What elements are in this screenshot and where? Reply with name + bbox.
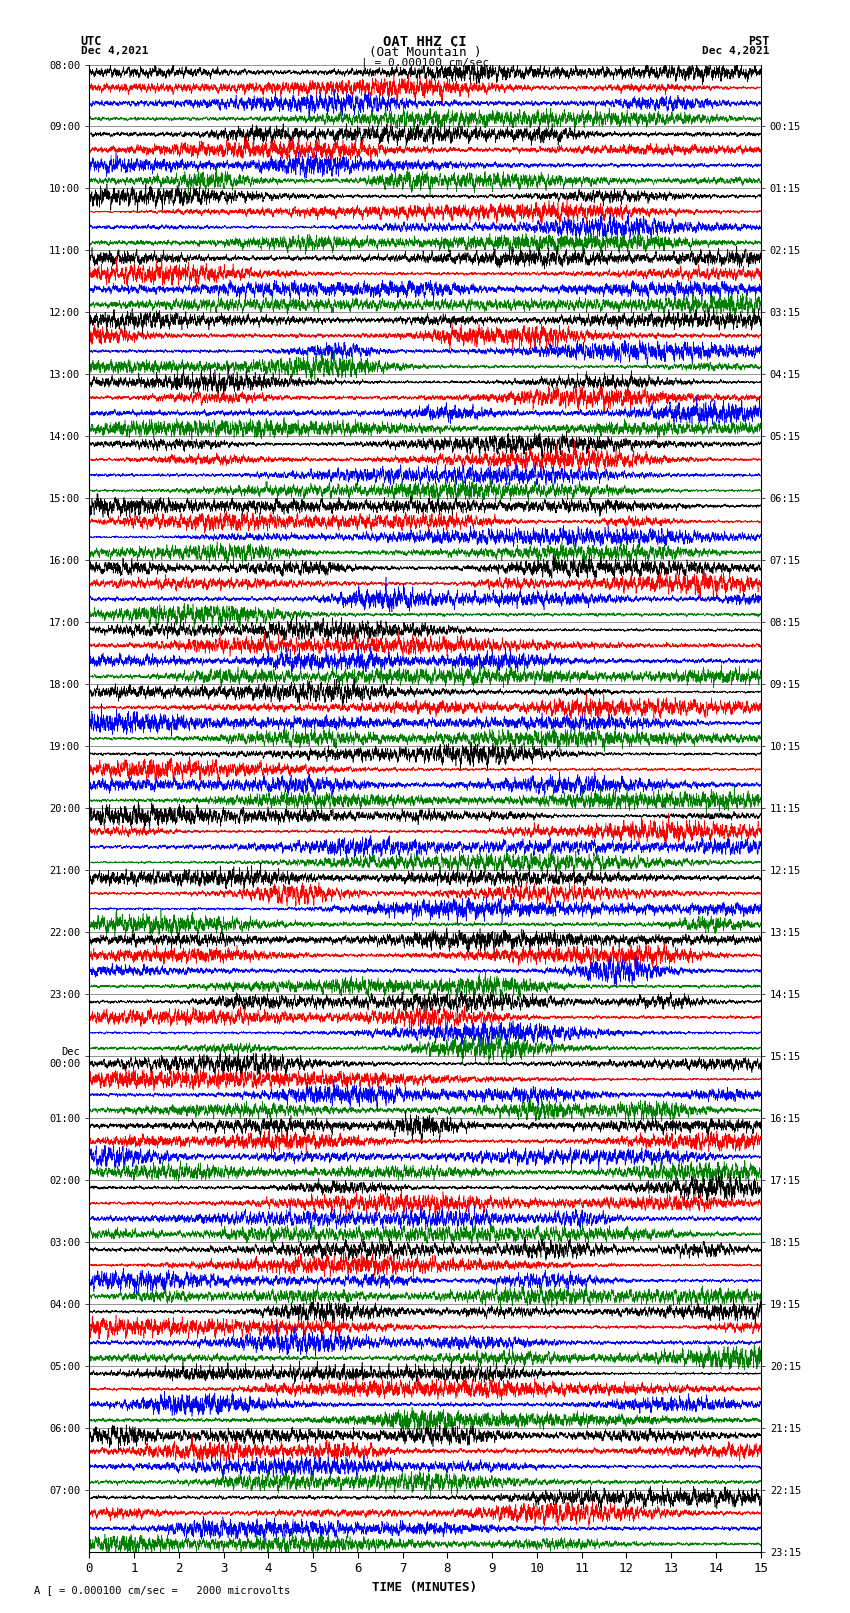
Text: Dec 4,2021: Dec 4,2021: [81, 45, 148, 56]
Text: | = 0.000100 cm/sec: | = 0.000100 cm/sec: [361, 58, 489, 68]
X-axis label: TIME (MINUTES): TIME (MINUTES): [372, 1581, 478, 1594]
Text: UTC: UTC: [81, 35, 102, 48]
Text: PST: PST: [748, 35, 769, 48]
Text: Dec 4,2021: Dec 4,2021: [702, 45, 769, 56]
Text: A [ = 0.000100 cm/sec =   2000 microvolts: A [ = 0.000100 cm/sec = 2000 microvolts: [34, 1586, 290, 1595]
Text: (Oat Mountain ): (Oat Mountain ): [369, 45, 481, 60]
Text: OAT HHZ CI: OAT HHZ CI: [383, 35, 467, 48]
